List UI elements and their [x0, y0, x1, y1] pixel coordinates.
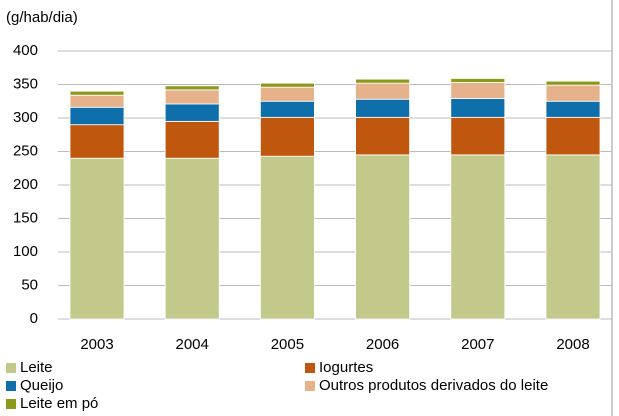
- bar-segment: [545, 154, 601, 320]
- legend-label: Leite: [20, 359, 53, 376]
- bar-segment: [164, 85, 220, 91]
- bar-segment: [164, 89, 220, 105]
- x-tick-label: 2007: [461, 336, 494, 353]
- bar-segment: [545, 80, 601, 86]
- bar-segment: [450, 116, 506, 156]
- bar-segment: [69, 94, 125, 108]
- bar-segment: [69, 157, 125, 320]
- bar-segment: [355, 78, 411, 84]
- x-tick-label: 2006: [366, 336, 399, 353]
- legend-swatch: [6, 399, 16, 409]
- bar-segment: [355, 116, 411, 156]
- legend-swatch: [6, 381, 16, 391]
- y-tick-label: 100: [13, 243, 38, 260]
- x-tick-label: 2004: [176, 336, 209, 353]
- legend-swatch: [305, 381, 315, 391]
- y-tick-label: 400: [13, 42, 38, 59]
- bar-segment: [355, 98, 411, 118]
- bar-segment: [259, 155, 315, 320]
- bar-segment: [355, 154, 411, 320]
- y-tick-label: 150: [13, 209, 38, 226]
- bar-segment: [259, 100, 315, 118]
- y-tick-label: 250: [13, 142, 38, 159]
- x-tick-label: 2008: [556, 336, 589, 353]
- bar-segment: [450, 82, 506, 99]
- bar-segment: [69, 106, 125, 126]
- y-axis-label: (g/hab/dia): [6, 9, 78, 26]
- legend-label: Leite em pó: [20, 395, 98, 412]
- bar-segment: [355, 82, 411, 100]
- x-tick-label: 2005: [271, 336, 304, 353]
- bar-segment: [545, 100, 601, 118]
- bar-segment: [545, 116, 601, 156]
- bar-segment: [450, 154, 506, 320]
- y-tick-label: 200: [13, 176, 38, 193]
- legend-swatch: [6, 363, 16, 373]
- y-tick-label: 350: [13, 75, 38, 92]
- bar-segment: [69, 90, 125, 96]
- bar-segment: [164, 103, 220, 122]
- bar-segment: [545, 84, 601, 102]
- bar-segment: [450, 78, 506, 83]
- bar-segment: [259, 116, 315, 157]
- x-tick-label: 2003: [80, 336, 113, 353]
- bar-segment: [259, 86, 315, 102]
- y-tick-label: 300: [13, 109, 38, 126]
- bar-segment: [450, 98, 506, 118]
- legend-label: Outros produtos derivados do leite: [319, 377, 548, 394]
- legend-label: Iogurtes: [319, 359, 373, 376]
- bar-segment: [164, 120, 220, 159]
- legend-label: Queijo: [20, 377, 63, 394]
- bar-segment: [259, 82, 315, 88]
- bar-segment: [69, 124, 125, 159]
- y-tick-label: 0: [30, 310, 38, 327]
- legend-swatch: [305, 363, 315, 373]
- bar-segment: [164, 157, 220, 320]
- y-tick-label: 50: [21, 276, 38, 293]
